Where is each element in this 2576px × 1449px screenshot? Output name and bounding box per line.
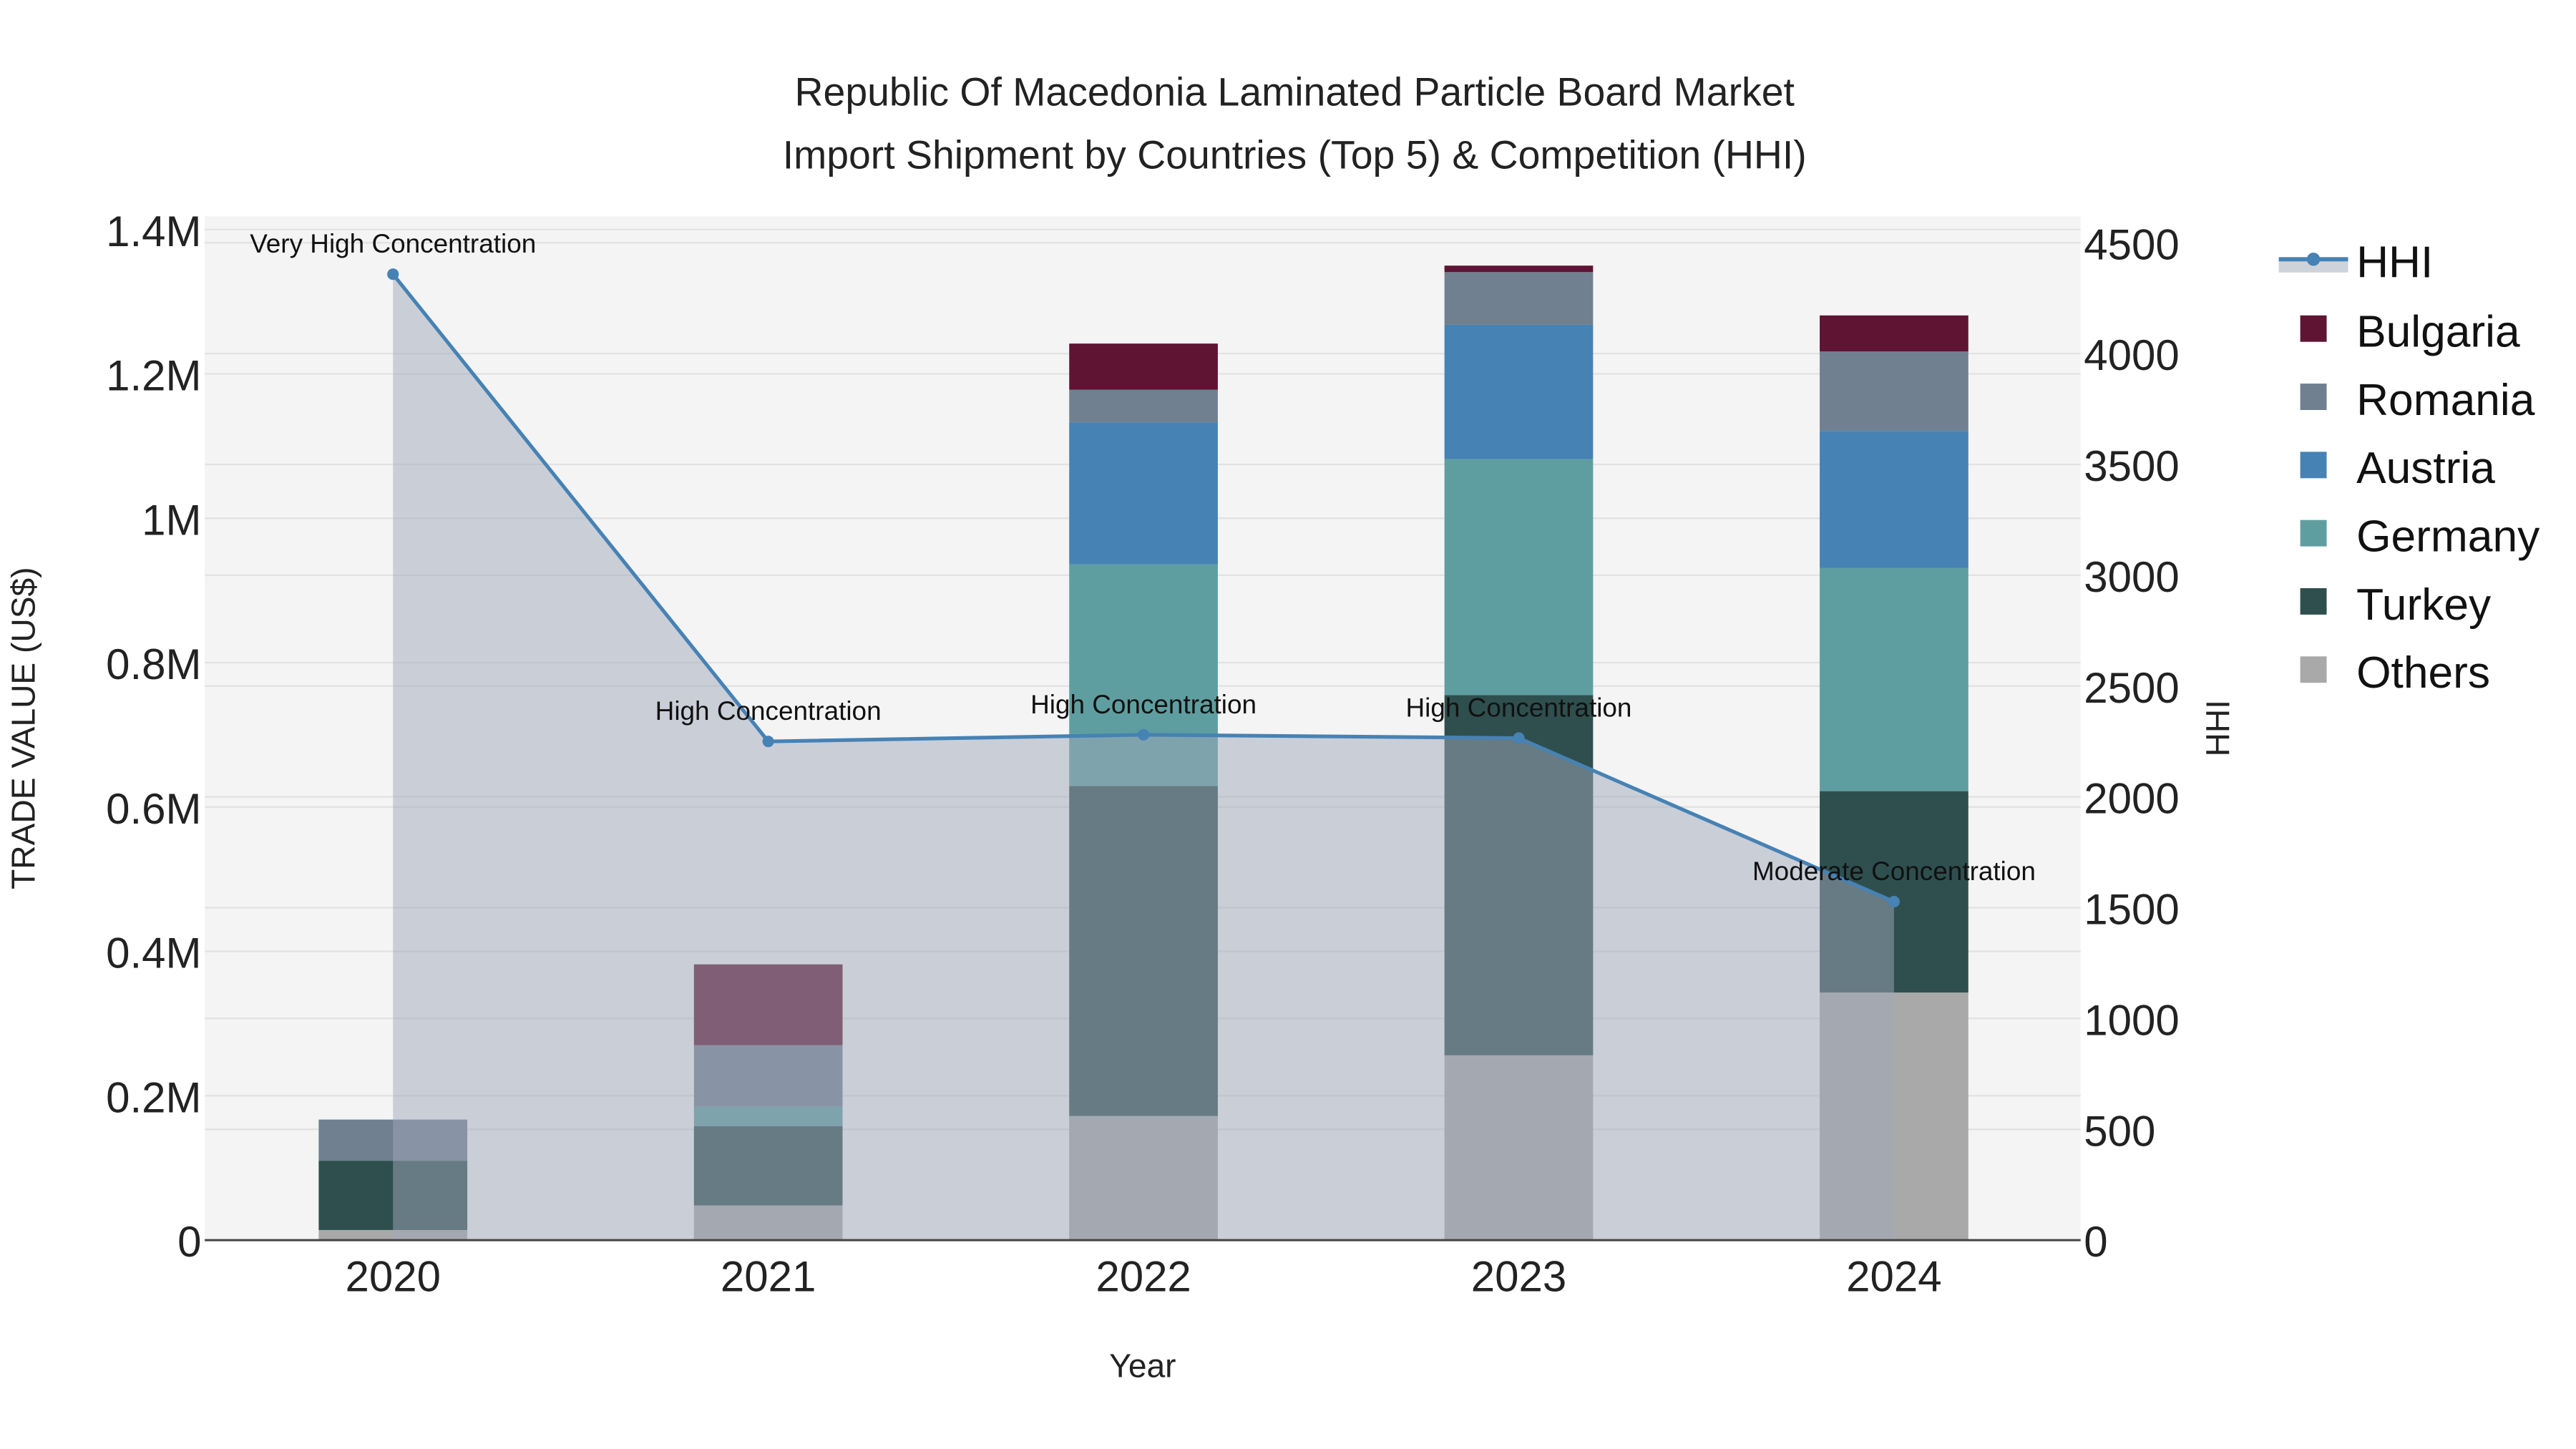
y-tick-label: 0.6M [106, 785, 201, 833]
x-tick-label: 2023 [1471, 1253, 1566, 1301]
y2-tick-label: 1000 [2084, 996, 2179, 1044]
legend-label-bulgaria: Bulgaria [2356, 308, 2520, 357]
legend-swatch-romania [2300, 384, 2327, 410]
x-axis-title: Year [1109, 1347, 1176, 1385]
bar-germany [1444, 459, 1594, 696]
hhi-point [762, 736, 774, 748]
y-tick-label: 1.2M [106, 352, 201, 400]
y2-tick-label: 0 [2084, 1218, 2107, 1266]
legend-swatch-turkey [2300, 588, 2327, 615]
y2-tick-label: 2000 [2084, 775, 2179, 823]
bar-bulgaria [1069, 343, 1218, 390]
legend-swatch-germany [2300, 519, 2327, 547]
hhi-annotation: Very High Concentration [250, 229, 536, 258]
hhi-point [1513, 732, 1525, 744]
bar-bulgaria [1444, 265, 1594, 273]
legend-swatch-austria [2300, 452, 2327, 479]
y2-tick-label: 4000 [2084, 331, 2179, 379]
y-tick-label: 0.4M [106, 930, 201, 977]
hhi-annotation: High Concentration [655, 696, 882, 726]
y-tick-label: 0 [177, 1218, 201, 1266]
y2-tick-label: 1500 [2084, 886, 2179, 934]
legend-label-austria: Austria [2356, 444, 2495, 493]
legend-label-hhi: HHI [2356, 238, 2433, 288]
hhi-point [1138, 728, 1150, 741]
y2-tick-label: 500 [2084, 1107, 2155, 1155]
hhi-annotation: High Concentration [1030, 690, 1257, 719]
bar-bulgaria [1820, 315, 1968, 352]
y-tick-label: 1.4M [106, 208, 201, 255]
legend-hhi-marker [2306, 253, 2321, 266]
legend-label-romania: Romania [2356, 376, 2535, 425]
y-tick-label: 1M [142, 496, 201, 544]
y2-tick-label: 3500 [2084, 442, 2179, 490]
legend-hhi-area-swatch [2278, 260, 2348, 273]
x-tick-label: 2022 [1096, 1253, 1191, 1301]
y-axis-title: TRADE VALUE (US$) [4, 567, 42, 889]
bar-romania [1444, 272, 1594, 325]
x-tick-label: 2020 [345, 1253, 440, 1301]
legend-label-turkey: Turkey [2356, 580, 2492, 630]
bar-austria [1444, 324, 1594, 459]
legend-swatch-bulgaria [2300, 315, 2327, 342]
x-tick-label: 2021 [721, 1253, 816, 1301]
y-tick-label: 0.2M [106, 1073, 201, 1121]
chart-title-line2: Import Shipment by Countries (Top 5) & C… [783, 132, 1807, 177]
legend-swatch-others [2300, 656, 2327, 683]
hhi-point [1888, 896, 1900, 908]
hhi-area [393, 274, 1894, 1241]
legend-label-others: Others [2356, 648, 2490, 698]
chart-title-line1: Republic Of Macedonia Laminated Particle… [795, 70, 1795, 114]
bar-germany [1820, 567, 1968, 791]
y2-axis-title: HHI [2199, 700, 2236, 756]
bar-austria [1820, 431, 1968, 568]
legend-label-germany: Germany [2356, 512, 2540, 562]
bar-romania [1820, 351, 1968, 431]
bar-austria [1069, 422, 1218, 565]
bar-romania [1069, 389, 1218, 423]
x-tick-label: 2024 [1846, 1253, 1941, 1301]
y2-tick-label: 2500 [2084, 664, 2179, 712]
y2-tick-label: 3000 [2084, 553, 2179, 601]
y-tick-label: 0.8M [106, 640, 201, 688]
hhi-annotation: High Concentration [1406, 693, 1632, 723]
hhi-point [387, 268, 399, 280]
y2-tick-label: 4500 [2084, 220, 2179, 268]
hhi-annotation: Moderate Concentration [1752, 857, 2036, 886]
